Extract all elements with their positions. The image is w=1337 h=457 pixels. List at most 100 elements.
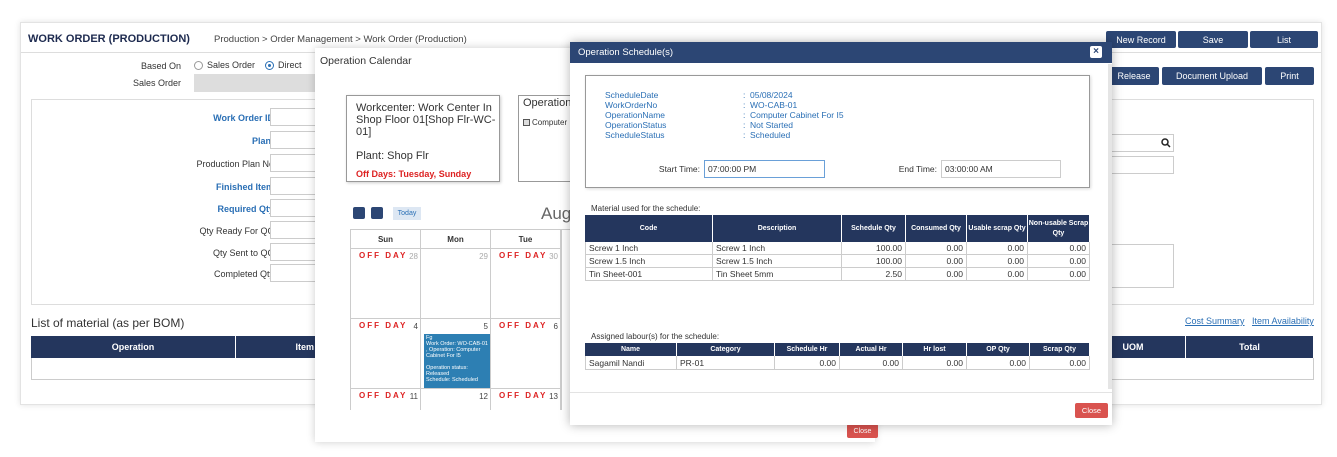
calendar-close[interactable]: Close xyxy=(847,424,878,438)
day-cell: 12 xyxy=(421,389,491,410)
start-input[interactable]: 07:00:00 PM xyxy=(704,160,825,178)
radio-label: Direct xyxy=(278,60,302,70)
based-on-label: Based On xyxy=(141,61,182,71)
info-separator: : xyxy=(743,100,746,110)
bom-link[interactable]: Item Availability xyxy=(1252,316,1314,326)
prev-button[interactable] xyxy=(353,207,365,219)
off-day-label: OFF DAY xyxy=(359,321,408,330)
radio[interactable] xyxy=(194,61,203,70)
bom-title: List of material (as per BOM) xyxy=(31,316,185,330)
action-button[interactable]: Document Upload xyxy=(1162,67,1262,85)
info-value: Computer Cabinet For I5 xyxy=(750,110,844,120)
event-line: Work Order: WO-CAB-01 , Operation: Compu… xyxy=(426,341,488,359)
day-number: 12 xyxy=(479,392,488,401)
today-button[interactable]: Today xyxy=(393,207,421,220)
schedule-header xyxy=(570,42,1112,63)
material-cell: 100.00 xyxy=(842,255,906,268)
day-cell: OFF DAY 4 xyxy=(351,319,421,389)
day-number: 29 xyxy=(479,252,488,261)
plant: Plant: Shop Flr xyxy=(356,150,429,162)
info-value: WO-CAB-01 xyxy=(750,100,798,110)
schedule-modal: Operation Schedule(s) × ScheduleDate:05/08… xyxy=(570,42,1112,425)
day-number: 13 xyxy=(549,392,558,401)
weekday: Tue xyxy=(491,230,561,249)
next-button[interactable] xyxy=(371,207,383,219)
labour-cell: 0.00 xyxy=(967,356,1030,370)
labour-cell: 0.00 xyxy=(840,356,903,370)
info-box: ScheduleDate:05/08/2024 WorkOrderNo: WO-CA… xyxy=(585,75,1090,188)
material-cell: 0.00 xyxy=(1028,242,1090,255)
material-cell: Tin Sheet 5mm xyxy=(713,268,842,281)
textarea[interactable] xyxy=(1102,244,1174,288)
off-day-label: OFF DAY xyxy=(359,251,408,260)
labour-column: Hr lost xyxy=(903,343,967,356)
sales-order-label: Sales Order xyxy=(133,78,182,88)
calendar-cell-extra xyxy=(561,230,580,410)
weekday: Mon xyxy=(421,230,491,249)
text-input[interactable] xyxy=(1102,156,1174,174)
month: Aug xyxy=(541,204,572,223)
start-label: Start Time: xyxy=(658,164,700,174)
workcenter: Workcenter: Work Center In Shop Floor 01… xyxy=(356,102,496,138)
end-input[interactable]: 03:00:00 AM xyxy=(941,160,1061,178)
off-day-label: OFF DAY xyxy=(499,391,548,400)
material-column: Consumed Qty xyxy=(906,215,967,242)
radio[interactable] xyxy=(265,61,274,70)
material-cell: 0.00 xyxy=(906,255,967,268)
material-cell: 0.00 xyxy=(967,242,1028,255)
labour-cell: 0.00 xyxy=(775,356,840,370)
calendar-event[interactable]: Fg Work Order: WO-CAB-01 , Operation: Com… xyxy=(424,334,490,388)
labour-cell: 0.00 xyxy=(903,356,967,370)
material-column: Code xyxy=(585,215,713,242)
materials-title: Material used for the schedule: xyxy=(591,204,701,213)
checkbox xyxy=(523,119,530,126)
weekday: Sun xyxy=(351,230,421,249)
info-separator: : xyxy=(743,90,746,100)
header-button[interactable]: Save xyxy=(1178,31,1248,48)
material-cell: 0.00 xyxy=(1028,255,1090,268)
material-cell: 2.50 xyxy=(842,268,906,281)
header-button[interactable]: List xyxy=(1250,31,1318,48)
day-number: 30 xyxy=(549,252,558,261)
material-column: Description xyxy=(713,215,842,242)
bom-column: Total xyxy=(1186,336,1314,358)
material-cell: 0.00 xyxy=(967,255,1028,268)
material-cell: 0.00 xyxy=(906,268,967,281)
day-cell: OFF DAY 11 xyxy=(351,389,421,410)
footer-line xyxy=(570,392,1112,393)
day-cell: OFF DAY 13 xyxy=(491,389,561,410)
material-column: Usable scrap Qty xyxy=(967,215,1028,242)
labour-column: Name xyxy=(585,343,677,356)
material-cell: 100.00 xyxy=(842,242,906,255)
close-icon[interactable]: × xyxy=(1090,46,1102,58)
schedule-close[interactable]: Close xyxy=(1075,403,1108,418)
labour-column: Schedule Hr xyxy=(775,343,840,356)
workcenter-box: Workcenter: Work Center In Shop Floor 01… xyxy=(346,95,500,182)
info-separator: : xyxy=(743,130,746,140)
bom-link[interactable]: Cost Summary xyxy=(1185,316,1245,326)
info-separator: : xyxy=(743,110,746,120)
header-button[interactable]: New Record xyxy=(1106,31,1176,48)
field-label: Completed Qty xyxy=(213,269,274,279)
event-line: Operation status: Released xyxy=(426,365,468,377)
field-label: Work Order ID xyxy=(213,113,274,123)
action-button[interactable]: Print xyxy=(1265,67,1314,85)
off-day-label: OFF DAY xyxy=(359,391,408,400)
labour-cell: Sagamil Nandi xyxy=(585,356,677,370)
operation-title: Operation xyxy=(523,97,572,109)
field-label: Qty Ready For QC xyxy=(199,226,274,236)
off-days: Off Days: Tuesday, Sunday xyxy=(356,169,472,179)
info-key: OperationName xyxy=(605,110,666,120)
day-number: 28 xyxy=(409,252,418,261)
field-label: Qty Sent to QC xyxy=(212,248,274,258)
day-number: 5 xyxy=(483,322,488,331)
action-button[interactable]: Release xyxy=(1109,67,1159,85)
field-label: Required Qty xyxy=(217,204,274,214)
material-column: Non-usable Scrap Qty xyxy=(1028,215,1090,242)
info-value: Scheduled xyxy=(750,130,791,140)
material-cell: Screw 1.5 Inch xyxy=(585,255,713,268)
radio-dot xyxy=(268,64,271,67)
labour-cell: 0.00 xyxy=(1030,356,1090,370)
labour-column: Actual Hr xyxy=(840,343,903,356)
day-cell: OFF DAY 30 xyxy=(491,249,561,319)
